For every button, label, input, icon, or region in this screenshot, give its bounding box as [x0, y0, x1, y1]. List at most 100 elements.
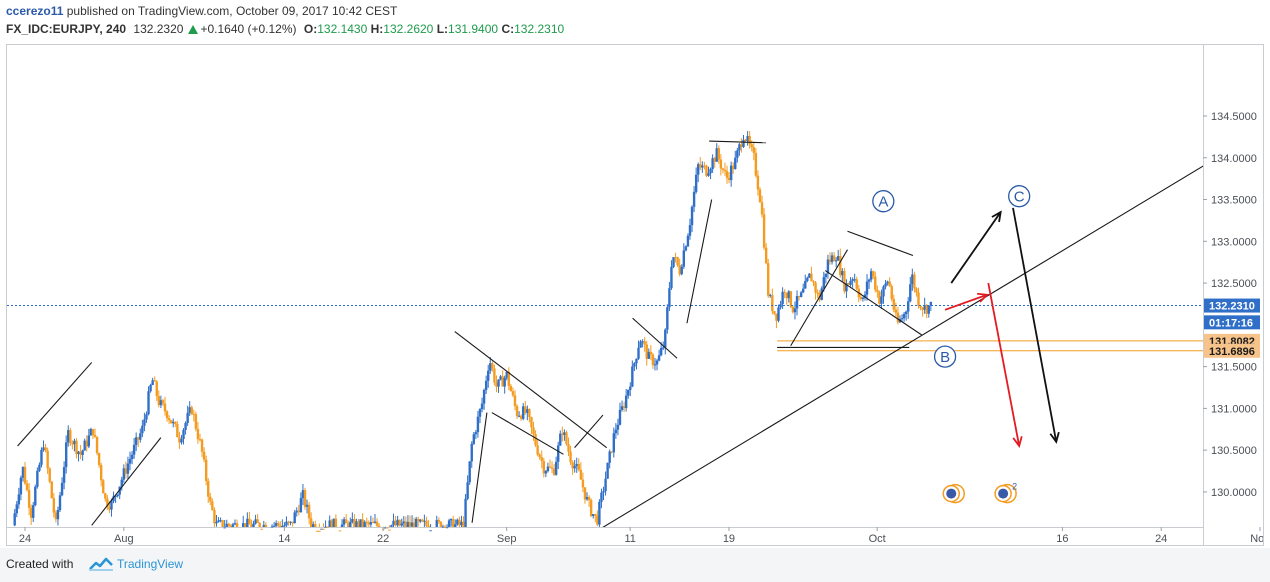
bullish-candle [441, 524, 445, 528]
candle-body [503, 377, 506, 387]
bullish-candle [73, 438, 76, 452]
candle-body [604, 478, 607, 492]
bearish-candle [764, 243, 768, 265]
candle-body [435, 519, 438, 527]
candle-body [756, 175, 760, 190]
candle-body [902, 314, 906, 319]
bullish-candle [598, 499, 601, 527]
candle-body [110, 501, 113, 510]
bullish-candle [738, 142, 741, 156]
candle-body [715, 148, 718, 162]
bullish-candle [697, 162, 700, 183]
bearish-candle [291, 521, 294, 527]
bearish-candle [913, 271, 916, 293]
candle-body [19, 477, 23, 495]
economic-event-badge[interactable]: 2 [994, 482, 1017, 504]
bullish-candle [853, 273, 856, 283]
bullish-candle [449, 518, 453, 527]
economic-event-badge[interactable] [942, 483, 965, 504]
candle-body [861, 297, 865, 299]
candle-body [454, 524, 457, 527]
bullish-candle [419, 519, 422, 524]
bullish-candle [869, 268, 873, 283]
candle-body [550, 467, 554, 469]
candle-body [264, 524, 268, 527]
candle-body [894, 309, 898, 313]
price-marker-countdown: 01:17:16 [1204, 315, 1260, 330]
candle-body [56, 510, 60, 520]
candle-body [843, 271, 846, 292]
tradingview-brand-link[interactable]: TradingView [117, 557, 184, 571]
author-link[interactable]: ccerezo11 [6, 4, 64, 18]
price-chart[interactable]: A B C 2 134.5000 134.0000 133.5000 133.0000 132… [7, 45, 1263, 545]
bullish-candle [668, 281, 671, 312]
candle-body [338, 530, 342, 532]
bearish-candle [85, 435, 88, 452]
bullish-candle [559, 430, 562, 446]
candle-body [227, 523, 231, 526]
bearish-candle [874, 271, 877, 293]
candle-body [489, 363, 492, 371]
bullish-candle [563, 429, 566, 441]
candle-body [161, 400, 165, 404]
candle-body [312, 524, 315, 527]
bearish-candle [91, 428, 95, 439]
plot-area[interactable] [7, 45, 1204, 545]
bullish-candle [145, 411, 148, 423]
candle-body [419, 519, 422, 522]
bearish-candle [756, 170, 760, 196]
candle-body [592, 514, 595, 516]
bearish-candle [651, 352, 655, 369]
candle-body [318, 530, 321, 532]
bullish-candle [592, 513, 595, 519]
candle-body [762, 214, 766, 248]
bullish-candle [880, 289, 883, 310]
candle-body [635, 358, 638, 364]
candle-body [878, 291, 881, 304]
bullish-candle [863, 291, 867, 301]
bearish-candle [524, 400, 527, 415]
publish-line: ccerezo11 published on TradingView.com, … [6, 4, 397, 18]
bullish-candle [369, 515, 373, 527]
candle-body [460, 521, 463, 526]
bullish-candle [400, 518, 403, 527]
arrow-head [977, 292, 990, 303]
bearish-candle [124, 461, 128, 479]
wave-label-c: C [1008, 185, 1031, 208]
bullish-candle [826, 254, 830, 279]
candle-body [927, 305, 930, 314]
candle-body [690, 206, 694, 226]
bullish-candle [631, 360, 634, 388]
chart-area[interactable]: A B C 2 134.5000 134.0000 133.5000 133.0000 132… [6, 44, 1264, 546]
trend-line [574, 414, 604, 449]
price-tick-label: 132.5000 [1211, 278, 1257, 290]
bearish-candle [507, 367, 511, 391]
candle-body [662, 347, 665, 349]
candle-body [789, 291, 793, 307]
candle-body [554, 461, 558, 475]
candle-body [808, 273, 811, 278]
candle-body [406, 521, 410, 527]
candle-body [828, 259, 832, 262]
bullish-candle [837, 249, 840, 262]
bearish-candle [767, 258, 770, 298]
candle-body [748, 135, 751, 145]
bearish-candle [316, 526, 319, 532]
time-axis[interactable]: 24Aug1422Sep1119Oct1624Nov1321 [19, 527, 1263, 545]
candle-body [196, 428, 200, 440]
bearish-candle [165, 410, 169, 422]
candle-body [233, 523, 237, 525]
price-axis[interactable]: 134.5000 134.0000 133.5000 133.0000 132.5000… [1203, 111, 1260, 499]
bullish-candle [637, 340, 640, 360]
bearish-candle [357, 519, 360, 527]
candle-body [629, 386, 632, 390]
plot-background[interactable] [7, 45, 1203, 527]
candle-body [361, 519, 364, 527]
close-label: C: [501, 22, 515, 36]
bearish-candle [204, 455, 208, 486]
candle-body [320, 528, 323, 530]
bullish-candle [802, 283, 805, 294]
candle-body [542, 461, 546, 474]
candle-body [746, 135, 749, 141]
candle-body [398, 519, 401, 526]
